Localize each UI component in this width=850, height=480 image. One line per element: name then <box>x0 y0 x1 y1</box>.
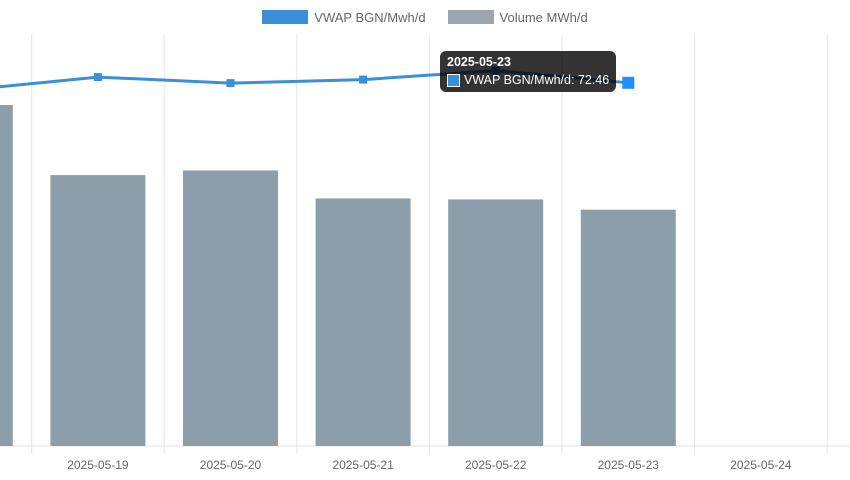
vwap-point <box>622 76 635 89</box>
x-tick-label: 2025-05-20 <box>200 458 262 472</box>
chart-legend: VWAP BGN/Mwh/d Volume MWh/d <box>0 8 850 26</box>
x-tick-label: 2025-05-21 <box>332 458 394 472</box>
legend-item-volume[interactable]: Volume MWh/d <box>447 8 588 26</box>
vwap-point <box>359 75 368 84</box>
x-tick-label: 2025-05-23 <box>598 458 660 472</box>
bar-volume <box>0 105 13 446</box>
legend-label-volume: Volume MWh/d <box>499 9 588 25</box>
legend-label-vwap: VWAP BGN/Mwh/d <box>314 9 426 25</box>
bar-volume <box>580 209 676 446</box>
bar-volume <box>183 170 278 446</box>
x-tick-label: 2025-05-19 <box>67 458 129 472</box>
legend-swatch-volume <box>447 10 494 24</box>
vwap-point <box>226 79 235 88</box>
bar-volume <box>315 198 411 446</box>
tooltip-row: VWAP BGN/Mwh/d: 72.46 <box>447 73 609 87</box>
tooltip-color-box <box>447 73 460 87</box>
chart-tooltip: 2025-05-23 VWAP BGN/Mwh/d: 72.46 <box>440 51 617 92</box>
x-tick-label: 2025-05-24 <box>730 458 792 472</box>
legend-swatch-vwap <box>262 10 309 24</box>
tooltip-label: VWAP BGN/Mwh/d: 72.46 <box>464 73 610 87</box>
legend-item-vwap[interactable]: VWAP BGN/Mwh/d <box>262 8 426 26</box>
bar-volume <box>50 175 146 446</box>
x-tick-label: 2025-05-22 <box>465 458 527 472</box>
vwap-point <box>93 73 102 82</box>
bar-volume <box>448 199 544 446</box>
tooltip-title: 2025-05-23 <box>447 55 511 69</box>
